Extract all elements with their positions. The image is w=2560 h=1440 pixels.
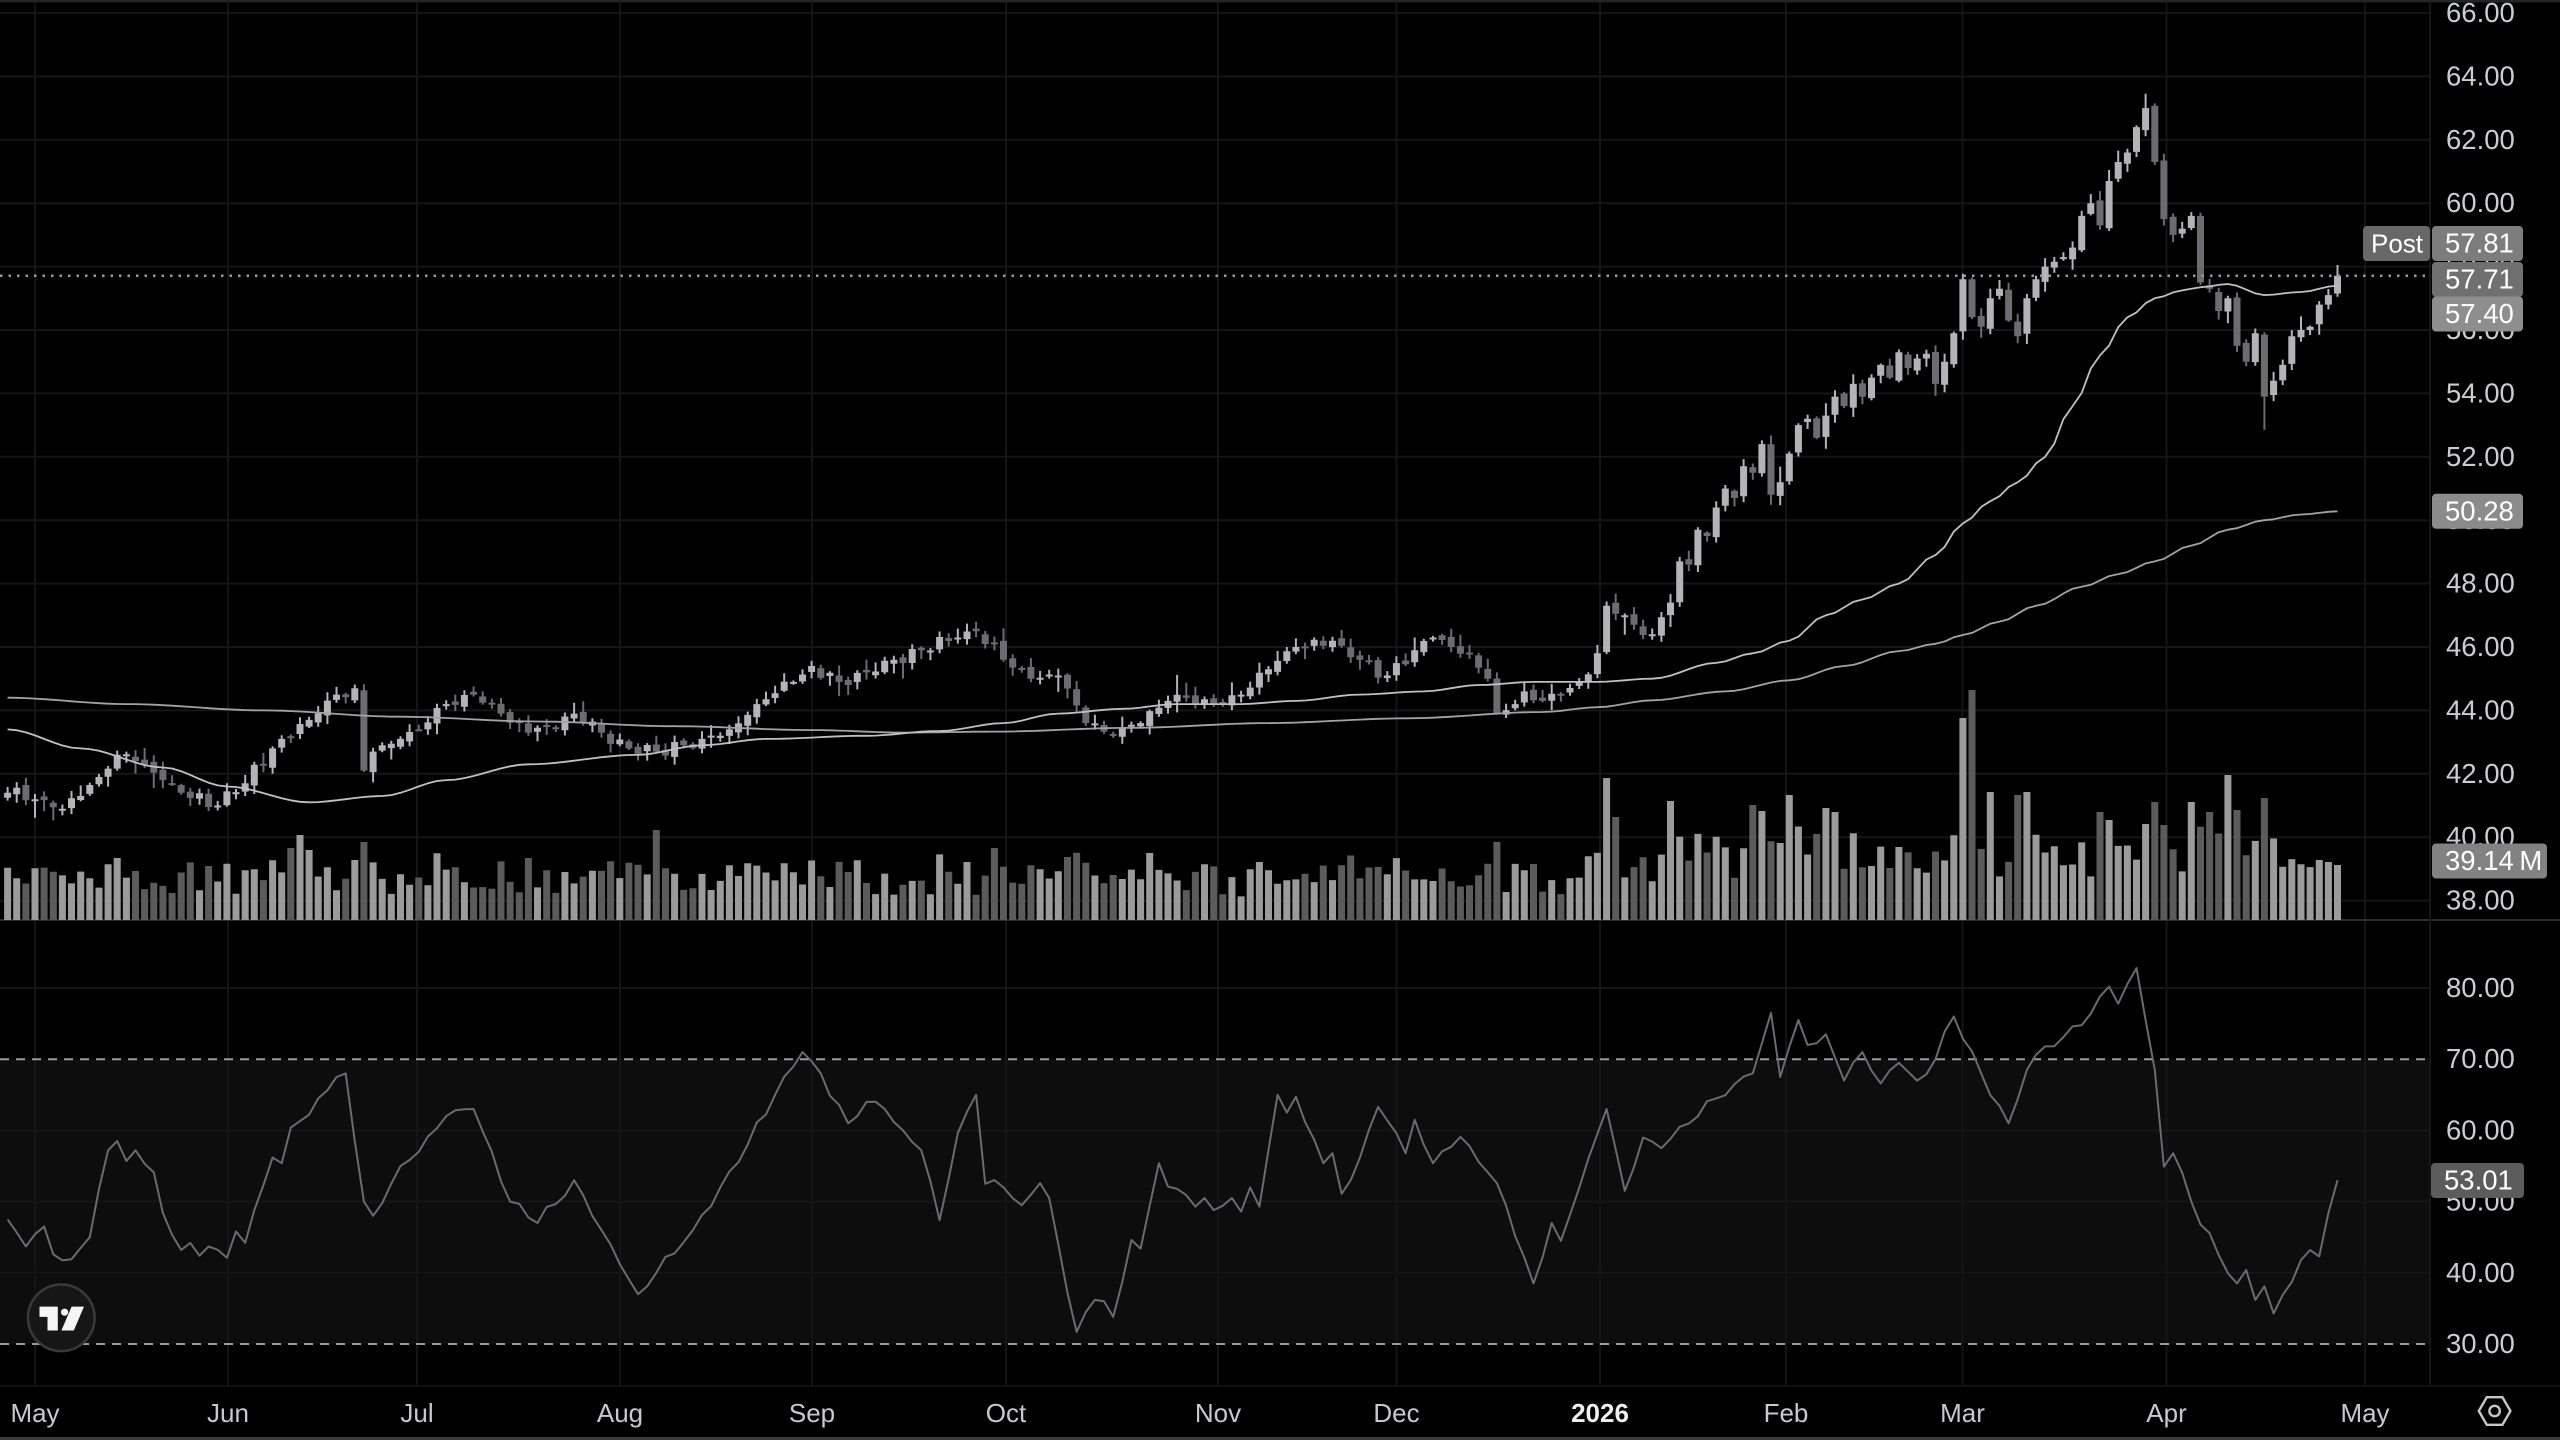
svg-text:May: May — [2340, 1398, 2389, 1428]
svg-text:Jun: Jun — [207, 1398, 249, 1428]
svg-text:80.00: 80.00 — [2446, 972, 2515, 1003]
svg-text:40.00: 40.00 — [2446, 1257, 2515, 1288]
svg-text:Jul: Jul — [400, 1398, 433, 1428]
svg-text:57.40: 57.40 — [2445, 298, 2514, 329]
svg-text:Aug: Aug — [597, 1398, 643, 1428]
svg-text:57.81: 57.81 — [2445, 228, 2514, 259]
svg-text:Dec: Dec — [1373, 1398, 1419, 1428]
svg-text:42.00: 42.00 — [2446, 758, 2515, 789]
svg-text:53.01: 53.01 — [2444, 1165, 2513, 1196]
svg-text:39.14 M: 39.14 M — [2445, 845, 2542, 876]
svg-text:2026: 2026 — [1571, 1398, 1629, 1428]
svg-text:60.00: 60.00 — [2446, 187, 2515, 218]
svg-text:60.00: 60.00 — [2446, 1114, 2515, 1145]
svg-text:50.28: 50.28 — [2445, 495, 2514, 526]
svg-text:48.00: 48.00 — [2446, 568, 2515, 599]
svg-text:Nov: Nov — [1195, 1398, 1241, 1428]
svg-text:30.00: 30.00 — [2446, 1328, 2515, 1359]
svg-text:64.00: 64.00 — [2446, 60, 2515, 91]
svg-text:Mar: Mar — [1940, 1398, 1985, 1428]
svg-text:52.00: 52.00 — [2446, 441, 2515, 472]
svg-text:Sep: Sep — [789, 1398, 835, 1428]
svg-text:44.00: 44.00 — [2446, 694, 2515, 725]
svg-text:46.00: 46.00 — [2446, 631, 2515, 662]
svg-text:Apr: Apr — [2146, 1398, 2187, 1428]
svg-text:May: May — [10, 1398, 59, 1428]
svg-text:Feb: Feb — [1764, 1398, 1809, 1428]
svg-text:38.00: 38.00 — [2446, 885, 2515, 916]
svg-text:62.00: 62.00 — [2446, 124, 2515, 155]
svg-text:54.00: 54.00 — [2446, 377, 2515, 408]
svg-text:70.00: 70.00 — [2446, 1043, 2515, 1074]
svg-text:Post: Post — [2371, 229, 2424, 259]
svg-text:57.71: 57.71 — [2445, 264, 2514, 295]
svg-text:66.00: 66.00 — [2446, 0, 2515, 28]
svg-text:Oct: Oct — [986, 1398, 1027, 1428]
